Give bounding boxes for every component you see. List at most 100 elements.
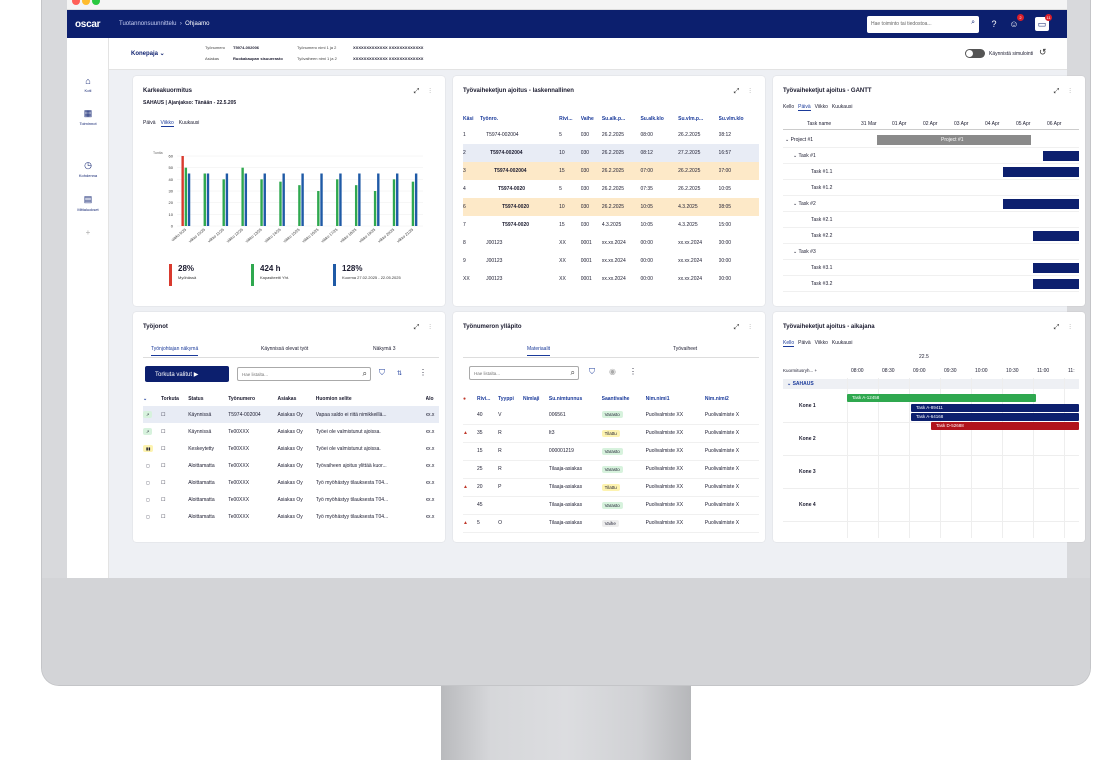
sidebar-item-metrics[interactable]: ▤ Mittaluokset xyxy=(67,194,109,212)
column-header[interactable]: Alo xyxy=(425,396,434,402)
filter-icon[interactable]: ⛉ xyxy=(589,367,595,376)
snooze-checkbox[interactable]: ☐ xyxy=(161,479,166,486)
tab-week[interactable]: Viikko xyxy=(814,340,828,346)
eye-icon[interactable]: ◉ xyxy=(609,367,616,376)
tab-month[interactable]: Kuukausi xyxy=(831,104,853,110)
tab-view-3[interactable]: Näkymä 3 xyxy=(373,346,396,352)
column-header[interactable]: Työnumero xyxy=(228,396,256,402)
column-header[interactable]: Su.alk.klo xyxy=(640,116,664,122)
column-header[interactable]: Status xyxy=(188,396,204,402)
column-header[interactable]: Su.vlm.p... xyxy=(678,116,704,122)
column-header[interactable]: Rivi... xyxy=(559,116,573,122)
snooze-checkbox[interactable]: ☐ xyxy=(161,445,166,452)
table-row[interactable]: 45 Tilaaja-asiakas Varasto Puolivalmiste XX… xyxy=(463,496,759,514)
filter-icon[interactable]: ⛉ xyxy=(379,368,385,377)
machine-row[interactable]: Kone 4 xyxy=(783,489,1079,522)
more-icon[interactable]: ⋮ xyxy=(629,367,637,376)
table-row[interactable]: 6 T5974-0020 10 030 26.2.2025 10:05 4.3.2025 08… xyxy=(463,198,759,216)
column-header[interactable]: Su.nimtunnus xyxy=(548,396,583,402)
column-header[interactable]: Saantivaihe xyxy=(601,396,630,402)
gantt-bar[interactable] xyxy=(1043,151,1079,161)
table-row[interactable]: ↗ ☐ Käynnissä T5974-002004 Asiakas Oy Vapaa s… xyxy=(143,406,439,423)
gantt-bar[interactable] xyxy=(1033,279,1079,289)
tab-week[interactable]: Viikko xyxy=(814,104,828,110)
gantt-row[interactable]: Task #2.2 xyxy=(783,228,1079,244)
search-icon[interactable]: ⌕ xyxy=(971,19,975,26)
gantt-bar[interactable] xyxy=(1003,167,1079,177)
table-row[interactable]: ▢ ☐ Aloittamatta Te00XXX Asiakas Oy Työvaihee… xyxy=(143,457,439,474)
sort-icon[interactable]: ⇅ xyxy=(397,371,403,377)
sidebar-item-actions[interactable]: ▦ Toiminnot xyxy=(67,108,109,126)
tab-week[interactable]: Viikko xyxy=(160,120,174,127)
table-row[interactable]: XX J00123 XX 0001 xx.xx.2024 00:00 xx.xx.2024 0… xyxy=(463,270,759,288)
sidebar-item-home[interactable]: ⌂ Koti xyxy=(67,76,109,93)
gantt-bar[interactable] xyxy=(1063,215,1079,225)
tab-month[interactable]: Kuukausi xyxy=(178,120,200,126)
gantt-row[interactable]: ⌄ Project #1 xyxy=(783,132,1079,148)
snooze-checkbox[interactable]: ☐ xyxy=(161,428,166,435)
panel-controls[interactable]: ⤢ ⋮ xyxy=(733,88,755,95)
load-subtitle[interactable]: SAHAUS | Ajanjakso: Tänään - 22.5.205 xyxy=(143,100,237,106)
gantt-bar[interactable] xyxy=(877,135,1031,145)
table-row[interactable]: ▲ 20 P Tilaaja-asiakas Tilattu Puolivalmiste … xyxy=(463,478,759,496)
panel-controls[interactable]: ⤢ ⋮ xyxy=(1053,88,1075,95)
group-row[interactable]: ⌄ SAHAUS xyxy=(783,379,1079,389)
tab-clock[interactable]: Kello xyxy=(783,340,795,347)
timeline-bar[interactable]: Task A-64168 xyxy=(911,413,1079,421)
table-row[interactable]: ▮▮ ☐ Keskeytetty Te00XXX Asiakas Oy Työei ole… xyxy=(143,440,439,457)
tab-clock[interactable]: Kello xyxy=(783,104,795,110)
search-icon[interactable]: ⌕ xyxy=(570,368,575,377)
tab-day[interactable]: Päivä xyxy=(798,340,811,346)
column-header[interactable]: Käsi xyxy=(463,116,474,122)
column-header[interactable]: Huomion selite xyxy=(315,396,352,402)
search-icon[interactable]: ⌕ xyxy=(362,369,367,378)
gantt-row[interactable]: ⌄ Task #3 xyxy=(783,244,1079,260)
simulation-toggle[interactable] xyxy=(965,49,985,58)
table-row[interactable]: 25 R Tilaaja-asiakas Varasto Puolivalmiste X… xyxy=(463,460,759,478)
tab-running-jobs[interactable]: Käynnissä olevat työt xyxy=(261,346,309,352)
sidebar-add-icon[interactable]: + xyxy=(85,228,91,237)
table-row[interactable]: ▢ ☐ Aloittamatta Te00XXX Asiakas Oy Työ myöhä… xyxy=(143,491,439,508)
sidebar-item-allocate[interactable]: ◷ Kohdenna xyxy=(67,160,109,178)
column-header[interactable]: Nim.nimi2 xyxy=(704,396,729,402)
table-row[interactable]: 4 T5974-0020 5 030 26.2.2025 07:35 26.2.2025 10… xyxy=(463,180,759,198)
tab-day[interactable]: Päivä xyxy=(143,120,156,126)
table-row[interactable]: ▲ 35 R It3 Tilattu Puolivalmiste XX Puolivalmi… xyxy=(463,424,759,442)
timeline-bar[interactable]: Task A-89411 xyxy=(911,404,1079,412)
notification-icon[interactable]: ☺ 2 xyxy=(1007,14,1024,31)
machine-select[interactable]: Konepaja ⌄ xyxy=(131,51,165,57)
panel-controls[interactable]: ⤢ ⋮ xyxy=(733,324,755,331)
panel-controls[interactable]: ⤢ ⋮ xyxy=(413,324,435,331)
gantt-row[interactable]: Task #3.2 xyxy=(783,276,1079,292)
table-row[interactable]: 7 T5974-0020 15 030 4.3.2025 10:05 4.3.2025 15:… xyxy=(463,216,759,234)
panel-controls[interactable]: ⤢ ⋮ xyxy=(1053,324,1075,331)
gantt-bar[interactable] xyxy=(1033,263,1079,273)
maint-search-input[interactable]: Hae listalta... ⌕ xyxy=(469,366,579,380)
tab-day[interactable]: Päivä xyxy=(798,104,811,111)
gantt-bar[interactable] xyxy=(1033,231,1079,241)
table-row[interactable]: ↗ ☐ Käynnissä Te00XXX Asiakas Oy Työei ole va… xyxy=(143,423,439,440)
tab-materials[interactable]: Materiaalit xyxy=(527,346,551,356)
gantt-row[interactable]: Task #2.1 xyxy=(783,212,1079,228)
gantt-row[interactable]: Task #3.1 xyxy=(783,260,1079,276)
column-header[interactable]: Vaihe xyxy=(580,116,594,122)
table-row[interactable]: 40 V 006561 Varasto Puolivalmiste XX Puolival… xyxy=(463,406,759,424)
gantt-row[interactable]: Task #1.2 xyxy=(783,180,1079,196)
column-header[interactable]: Tyyppi xyxy=(498,396,514,402)
column-header[interactable]: Su.alk.p... xyxy=(601,116,626,122)
snooze-selected-button[interactable]: Torkuta valitut ▶ xyxy=(145,366,229,382)
expand-column[interactable]: ⌄ xyxy=(143,396,148,402)
column-header[interactable]: Torkuta xyxy=(161,396,179,402)
snooze-checkbox[interactable]: ☐ xyxy=(161,462,166,469)
machine-row[interactable]: Kone 3 xyxy=(783,456,1079,489)
snooze-checkbox[interactable]: ☐ xyxy=(161,496,166,503)
snooze-checkbox[interactable]: ☐ xyxy=(161,513,166,520)
table-row[interactable]: ▲ 5 O Tilaaja-asiakas Vaihe Puolivalmiste XX P… xyxy=(463,514,759,532)
column-header[interactable]: Asiakas xyxy=(277,396,297,402)
timeline-bar[interactable]: Task D-52688 xyxy=(931,422,1079,430)
table-row[interactable]: 9 J00123 XX 0001 xx.xx.2024 00:00 xx.xx.2024 00… xyxy=(463,252,759,270)
global-search-input[interactable]: Hae toiminto tai tiedostoa... ⌕ xyxy=(867,16,979,33)
help-icon[interactable]: ? xyxy=(991,19,997,29)
gantt-row[interactable]: Task #1.1 xyxy=(783,164,1079,180)
column-header[interactable]: Työnro. xyxy=(480,116,499,122)
